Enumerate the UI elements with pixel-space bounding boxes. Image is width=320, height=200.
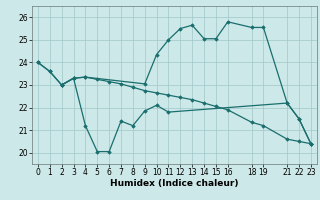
- X-axis label: Humidex (Indice chaleur): Humidex (Indice chaleur): [110, 179, 239, 188]
